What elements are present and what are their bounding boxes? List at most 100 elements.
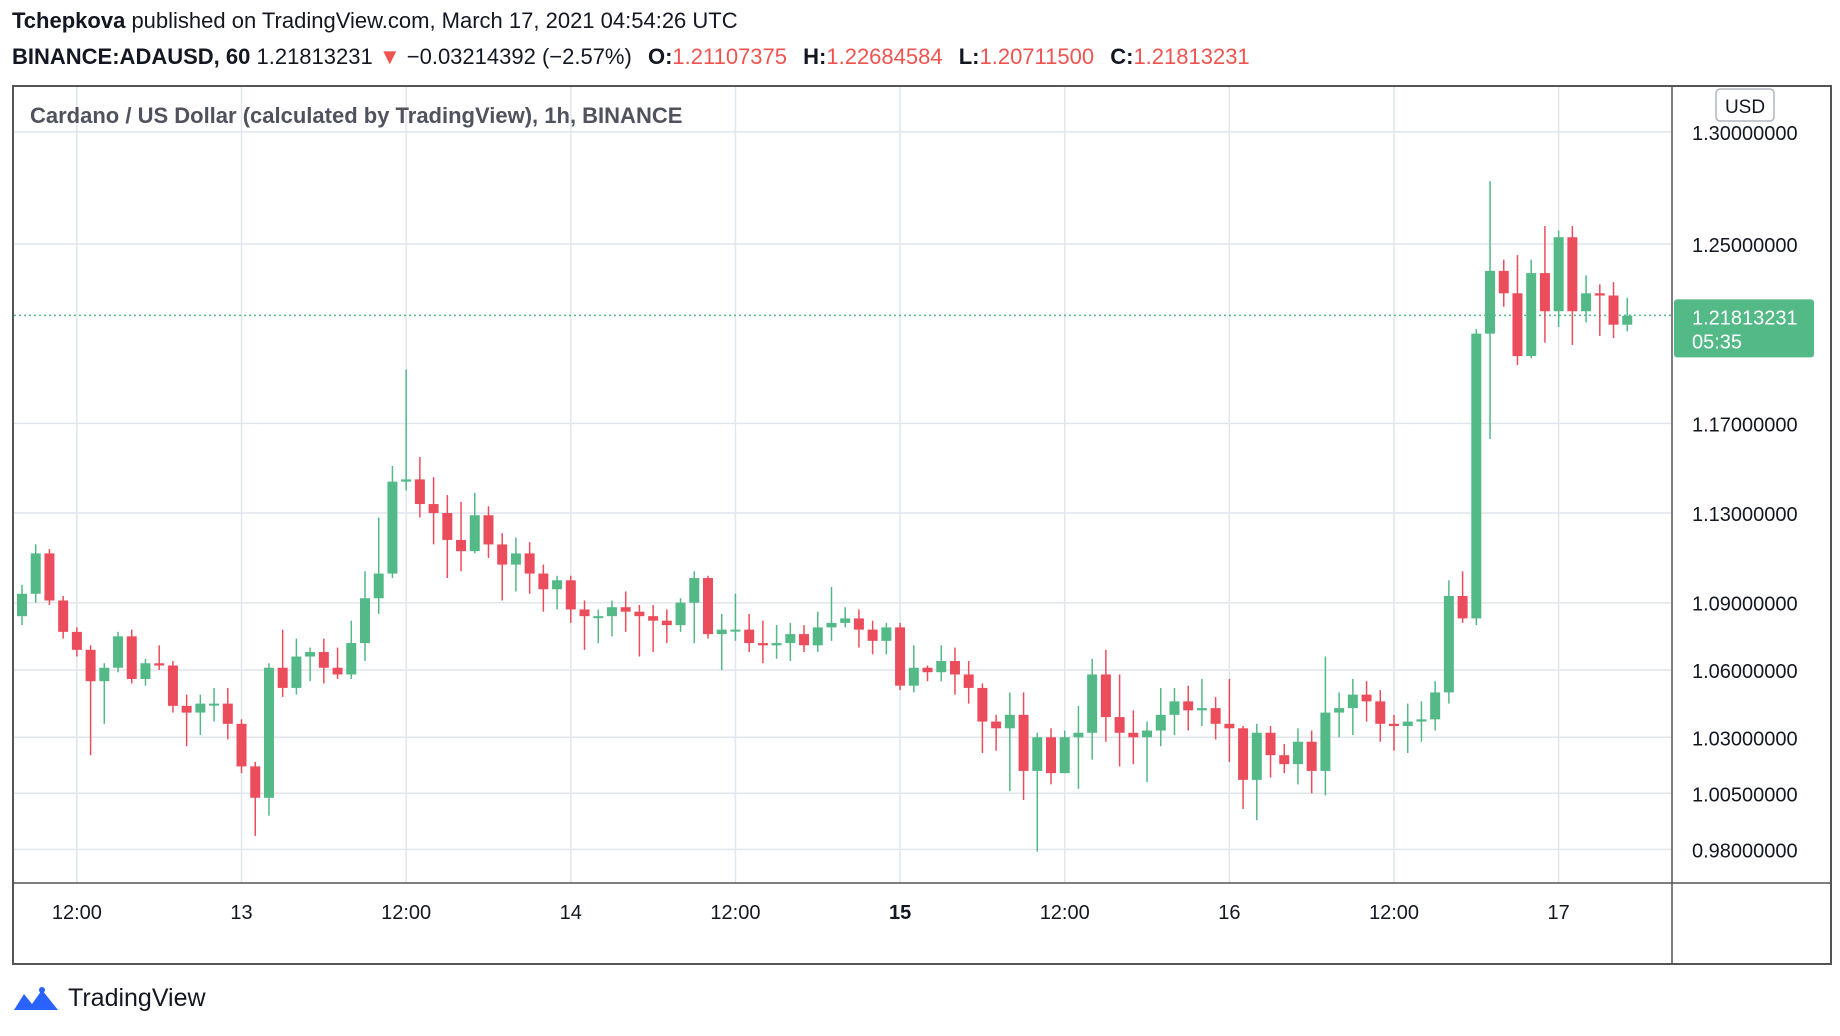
candle-body bbox=[606, 607, 617, 617]
candle-body bbox=[469, 515, 480, 552]
open-label: O: bbox=[647, 44, 673, 69]
candle-body bbox=[1581, 293, 1592, 312]
candle-body bbox=[730, 629, 741, 632]
candle-body bbox=[277, 667, 288, 688]
candle-body bbox=[538, 573, 549, 590]
candle-body bbox=[1238, 728, 1249, 780]
x-tick-label: 17 bbox=[1548, 902, 1570, 924]
candle-body bbox=[853, 618, 864, 630]
candle-body bbox=[126, 636, 137, 679]
candle-body bbox=[1100, 674, 1111, 718]
candle-body bbox=[757, 643, 768, 646]
candle-body bbox=[1471, 333, 1482, 619]
candle-body bbox=[195, 703, 206, 713]
x-tick-label: 16 bbox=[1218, 902, 1240, 924]
candle-body bbox=[1210, 708, 1221, 724]
candle-body bbox=[1334, 708, 1345, 713]
candle-body bbox=[71, 631, 82, 650]
high-label: H: bbox=[803, 44, 827, 69]
candle-body bbox=[812, 627, 823, 646]
candle-body bbox=[1389, 723, 1399, 727]
candle-body bbox=[1361, 694, 1372, 702]
candle-body bbox=[332, 667, 343, 675]
candle-body bbox=[922, 667, 933, 673]
candlestick-chart[interactable]: 1.30000000 1.25000000 1.17000000 1.13000000… bbox=[14, 87, 1830, 963]
candle-body bbox=[867, 629, 878, 641]
tradingview-brand[interactable]: TradingView bbox=[68, 984, 206, 1012]
y-tick-label: 1.03000000 bbox=[1692, 728, 1798, 750]
y-tick-label: 1.17000000 bbox=[1692, 414, 1798, 436]
candle-body bbox=[414, 479, 425, 505]
candle-body bbox=[442, 513, 453, 540]
x-tick-label: 14 bbox=[560, 902, 582, 924]
x-tick-label: 13 bbox=[230, 902, 252, 924]
candle-body bbox=[716, 629, 727, 635]
candle-body bbox=[497, 544, 508, 565]
candle-body bbox=[58, 600, 69, 632]
candle-body bbox=[154, 663, 165, 666]
candle-body bbox=[1622, 315, 1633, 325]
candle-body bbox=[263, 667, 274, 798]
candle-body bbox=[181, 705, 192, 713]
candle-body bbox=[552, 580, 563, 590]
low-value: 1.20711500 bbox=[979, 44, 1095, 69]
candle-body bbox=[291, 656, 302, 688]
candle-body bbox=[826, 622, 837, 628]
high-value: 1.22684584 bbox=[826, 44, 943, 69]
x-tick-label: 12:00 bbox=[52, 902, 102, 924]
candle-body bbox=[881, 627, 892, 641]
candle-body bbox=[1046, 737, 1056, 774]
candle-body bbox=[250, 766, 261, 798]
candle-body bbox=[648, 616, 659, 621]
candle-body bbox=[113, 636, 124, 668]
candle-body bbox=[428, 504, 439, 514]
candle-body bbox=[1485, 270, 1496, 334]
author-name[interactable]: Tchepkova bbox=[12, 8, 126, 33]
publish-header: Tchepkova published on TradingView.com, … bbox=[12, 8, 738, 34]
candle-body bbox=[936, 661, 947, 673]
y-tick-label: 1.25000000 bbox=[1692, 235, 1798, 257]
candle-body bbox=[456, 539, 467, 552]
candle-body bbox=[30, 553, 41, 594]
down-arrow-icon: ▼ bbox=[378, 44, 401, 69]
candle-body bbox=[1375, 701, 1386, 724]
candle-body bbox=[1539, 273, 1550, 312]
candle-body bbox=[222, 703, 233, 724]
open-value: 1.21107375 bbox=[672, 44, 788, 69]
candle-body bbox=[799, 634, 810, 646]
candle-body bbox=[373, 573, 384, 599]
candle-body bbox=[1430, 692, 1441, 720]
candle-body bbox=[99, 667, 110, 682]
last-price-label: 1.21813231 bbox=[1692, 307, 1798, 329]
y-tick-label: 1.30000000 bbox=[1692, 123, 1798, 145]
candle-body bbox=[1553, 237, 1564, 312]
candle-body bbox=[1032, 737, 1043, 771]
candle-body bbox=[510, 553, 521, 565]
candle-body bbox=[579, 609, 590, 617]
candle-body bbox=[1114, 717, 1125, 733]
candle-body bbox=[1347, 694, 1358, 709]
candle-body bbox=[1526, 273, 1537, 357]
chart-title: Cardano / US Dollar (calculated by Tradi… bbox=[30, 103, 682, 128]
candle-body bbox=[565, 580, 576, 610]
tradingview-logo-icon bbox=[14, 986, 58, 1010]
candle-body bbox=[675, 602, 686, 626]
symbol-name[interactable]: BINANCE:ADAUSD, 60 bbox=[12, 44, 251, 69]
candle-body bbox=[1608, 295, 1619, 325]
y-tick-label: 1.06000000 bbox=[1692, 661, 1798, 683]
currency-label: USD bbox=[1725, 97, 1765, 118]
candle-body bbox=[1251, 732, 1262, 780]
candle-body bbox=[140, 663, 151, 679]
candle-body bbox=[991, 721, 1002, 729]
y-tick-label: 1.09000000 bbox=[1692, 594, 1798, 616]
candle-body bbox=[963, 674, 974, 688]
y-tick-label: 1.00500000 bbox=[1692, 784, 1798, 806]
chart-frame[interactable]: 1.30000000 1.25000000 1.17000000 1.13000000… bbox=[12, 85, 1832, 965]
candle-body bbox=[1169, 701, 1180, 715]
candle-body bbox=[1567, 237, 1578, 312]
candle-body bbox=[1265, 732, 1276, 756]
y-tick-label: 1.13000000 bbox=[1692, 504, 1798, 526]
x-tick-label: 15 bbox=[889, 902, 911, 924]
candle-body bbox=[85, 649, 96, 682]
candle-body bbox=[1292, 741, 1303, 765]
